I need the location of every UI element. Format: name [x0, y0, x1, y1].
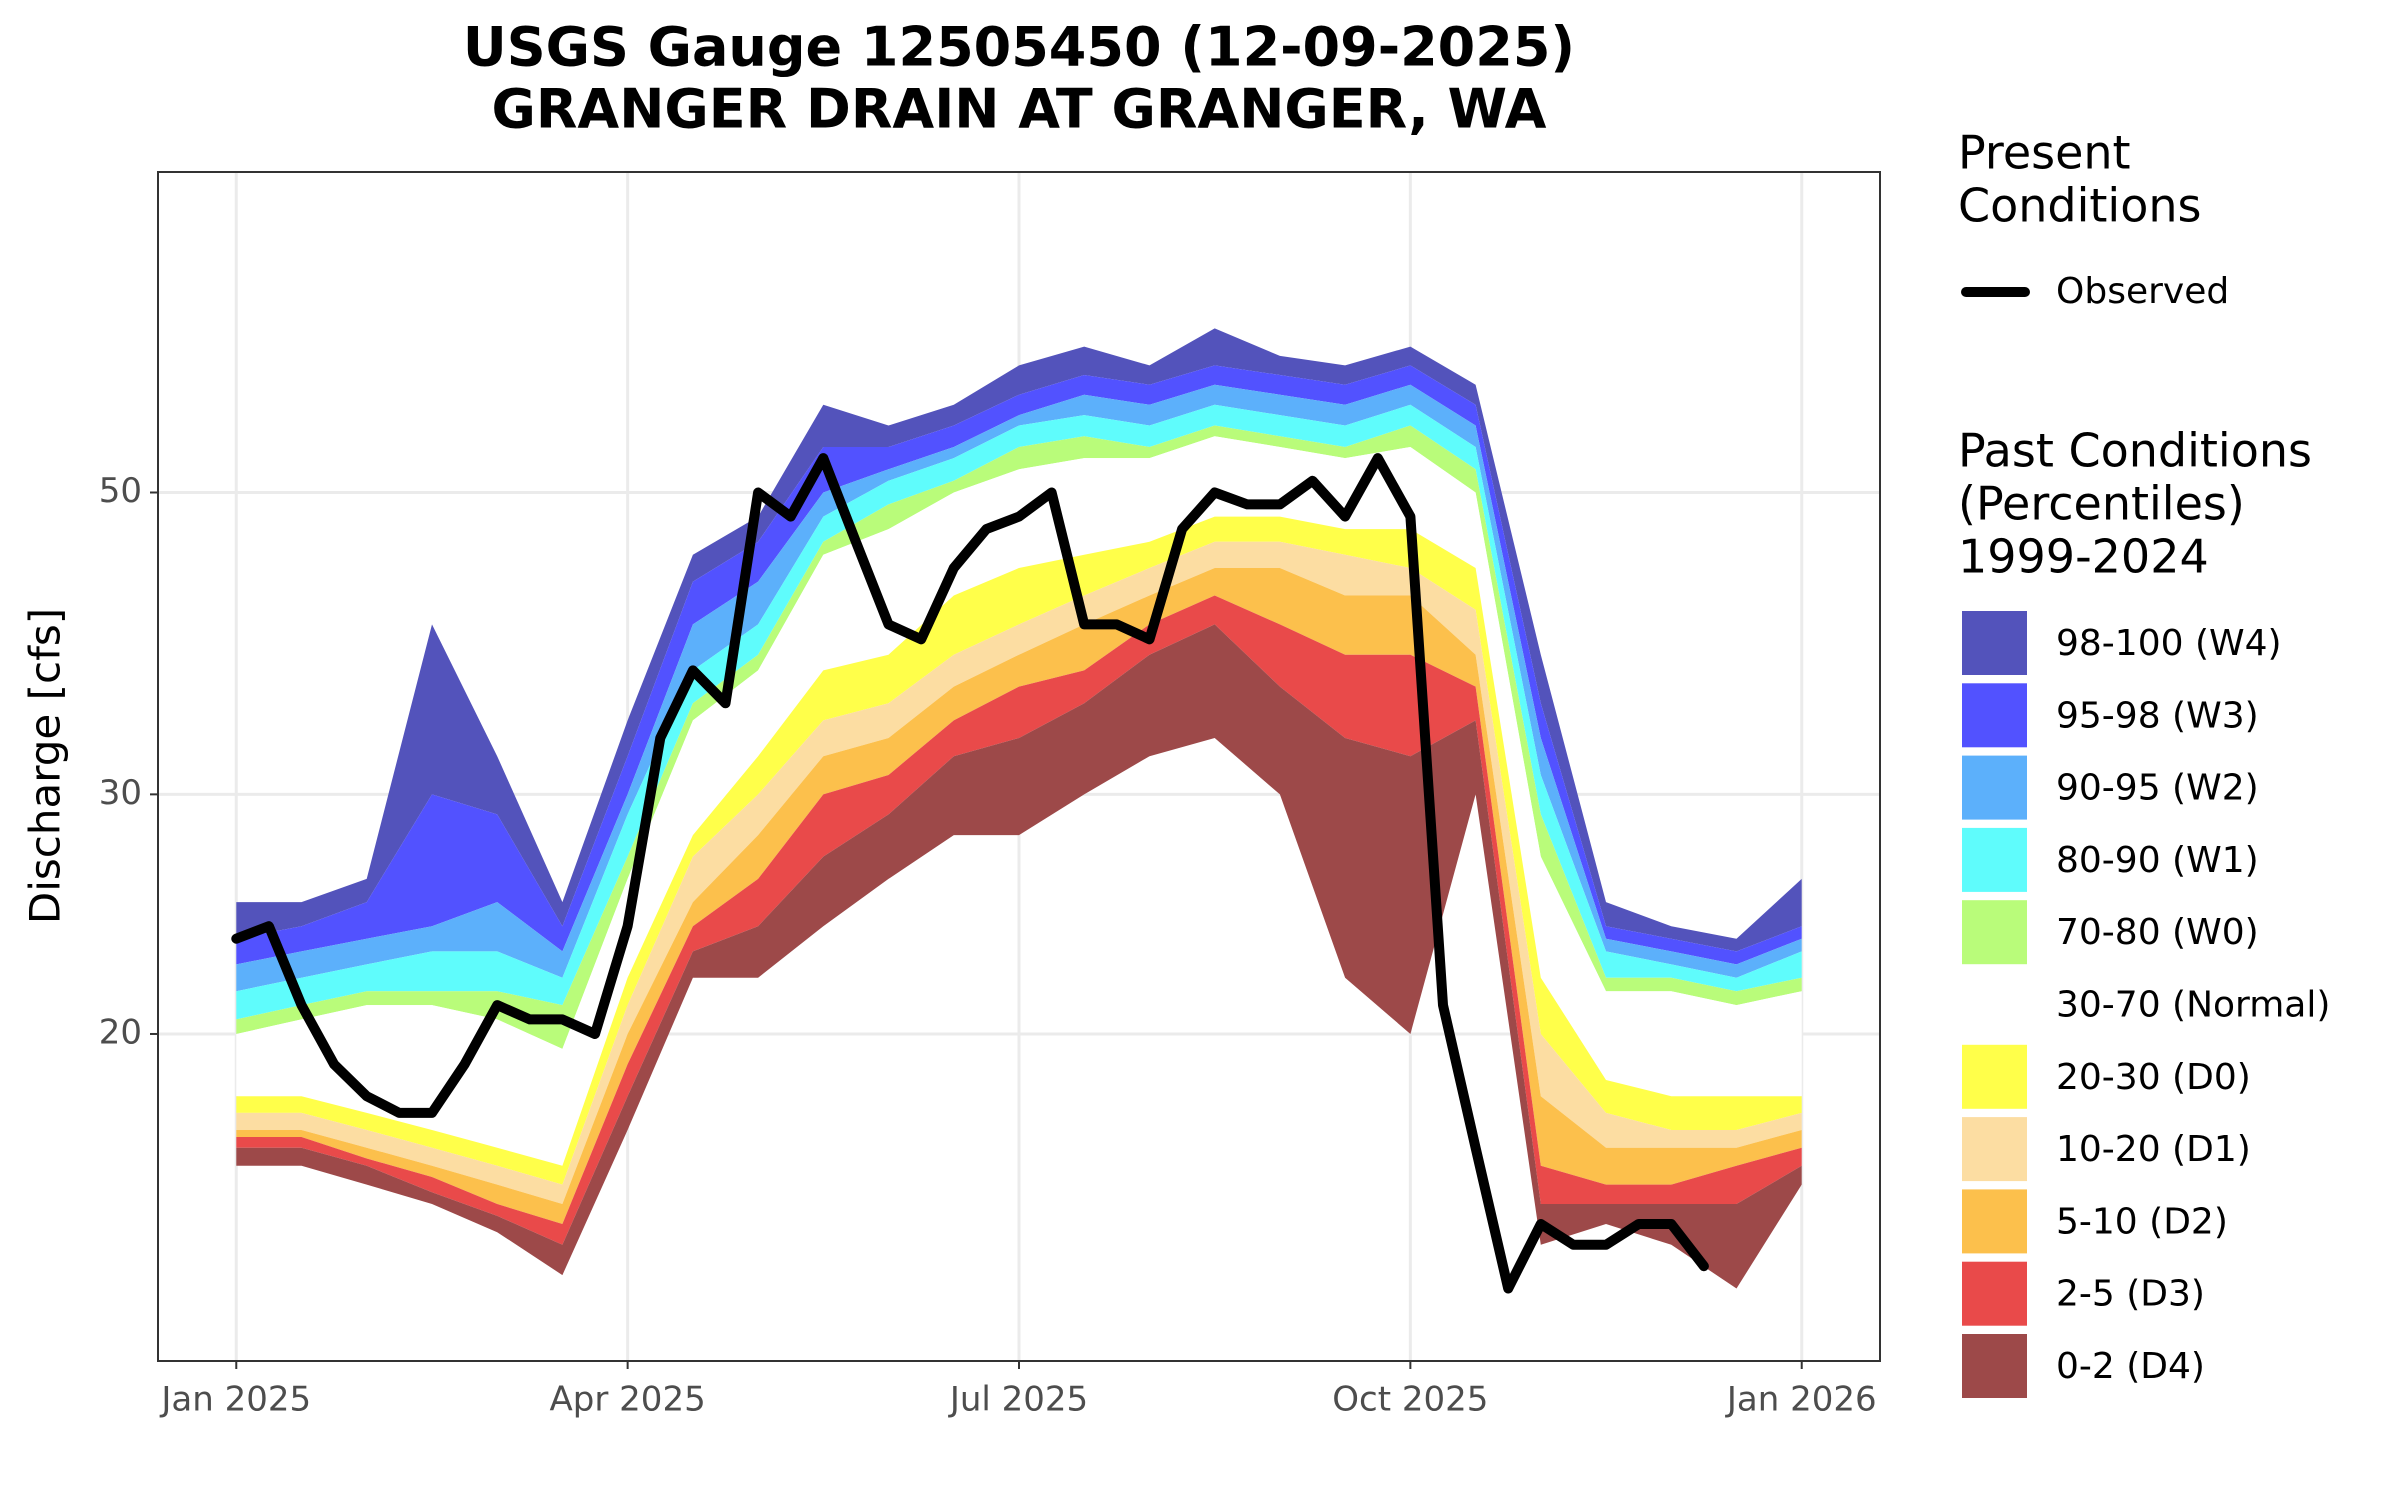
legend-label: Observed [2056, 271, 2229, 312]
y-tick-label: 30 [99, 773, 142, 813]
chart-subtitle: GRANGER DRAIN AT GRANGER, WA [492, 78, 1547, 141]
percentile-band [236, 568, 1802, 1224]
legend-title: (Percentiles) [1958, 477, 2245, 531]
x-tick-label: Jan 2026 [1725, 1380, 1877, 1420]
y-axis-title: Discharge [cfs] [21, 608, 70, 924]
legend-swatch [1962, 900, 2027, 965]
percentile-band [236, 436, 1802, 1166]
legend-label: 98-100 (W4) [2056, 623, 2282, 664]
percentile-band [236, 624, 1802, 1289]
legend-title: Present [1958, 126, 2131, 180]
x-tick-label: Oct 2025 [1332, 1380, 1488, 1420]
legend-swatch [1962, 1261, 2027, 1326]
legend-label: 0-2 (D4) [2056, 1346, 2205, 1387]
x-tick-label: Jan 2025 [159, 1380, 311, 1420]
legend-title: Past Conditions [1958, 424, 2312, 478]
legend-swatch [1962, 1117, 2027, 1182]
y-tick-label: 20 [99, 1012, 142, 1052]
legend-swatch [1962, 755, 2027, 820]
legend-swatch [1962, 683, 2027, 748]
legend-label: 95-98 (W3) [2056, 695, 2259, 736]
legend-label: 5-10 (D2) [2056, 1201, 2228, 1242]
chart-title: USGS Gauge 12505450 (12-09-2025) [463, 16, 1575, 79]
percentile-band [236, 425, 1802, 1049]
percentile-band [236, 595, 1802, 1245]
legend-label: 90-95 (W2) [2056, 768, 2259, 809]
legend-swatch [1962, 1044, 2027, 1109]
legend-swatch [1962, 611, 2027, 675]
legend-label: 2-5 (D3) [2056, 1274, 2205, 1315]
legend-label: 70-80 (W0) [2056, 912, 2259, 953]
y-tick-label: 50 [99, 471, 142, 511]
percentile-band [236, 541, 1802, 1204]
legend-label: 80-90 (W1) [2056, 840, 2259, 881]
x-tick-label: Apr 2025 [550, 1380, 706, 1420]
legend-label: 10-20 (D1) [2056, 1129, 2251, 1170]
legend-swatch [1962, 1189, 2027, 1254]
percentile-band [236, 516, 1802, 1185]
legend-swatch [1962, 827, 2027, 892]
legend-label: 20-30 (D0) [2056, 1057, 2251, 1098]
legend-swatch [1962, 972, 2027, 1037]
legend-swatch [1962, 1334, 2027, 1398]
legend-title: Conditions [1958, 179, 2201, 233]
observed-line [231, 453, 1709, 1294]
legend-label: 30-70 (Normal) [2056, 985, 2330, 1026]
legend-title: 1999-2024 [1958, 530, 2209, 584]
percentile-band [236, 365, 1802, 965]
x-tick-label: Jul 2025 [948, 1380, 1088, 1420]
plot-border [157, 171, 1881, 1362]
